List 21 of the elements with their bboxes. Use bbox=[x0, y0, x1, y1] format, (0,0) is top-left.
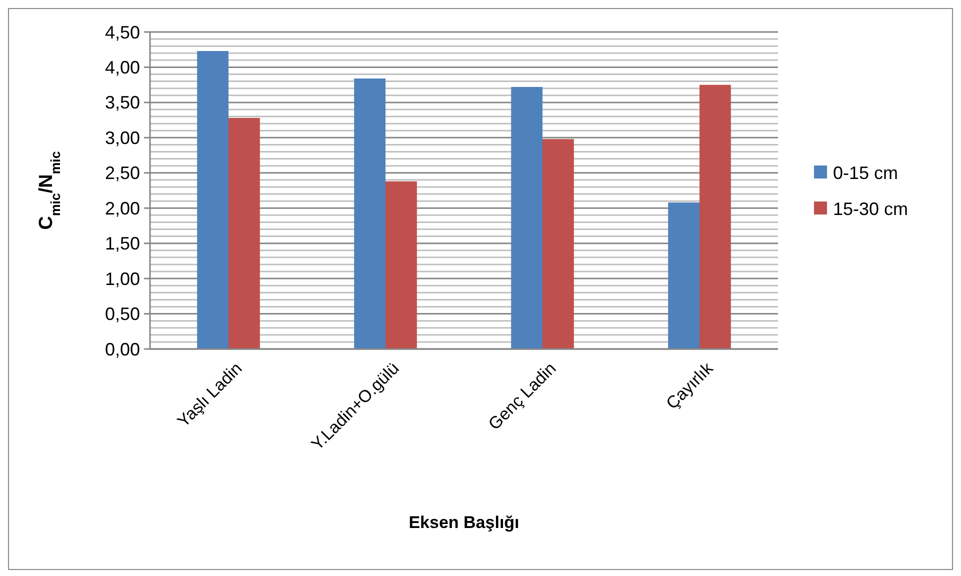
y-tick-label: 3,50 bbox=[104, 92, 140, 113]
bar bbox=[354, 78, 386, 349]
bar bbox=[542, 139, 574, 349]
x-axis-title: Eksen Başlığı bbox=[408, 513, 520, 532]
legend-label: 15-30 cm bbox=[833, 198, 908, 219]
legend-label: 0-15 cm bbox=[833, 162, 898, 183]
y-tick-label: 1,50 bbox=[104, 234, 140, 254]
bar bbox=[511, 86, 542, 349]
y-tick-label: 0,00 bbox=[104, 339, 140, 360]
y-tick-label: 1,00 bbox=[104, 268, 140, 289]
bar bbox=[228, 118, 260, 349]
y-tick-label: 4,00 bbox=[104, 58, 140, 78]
bar bbox=[197, 51, 228, 349]
y-tick-label: 2,00 bbox=[104, 198, 140, 218]
y-tick-label: 0,50 bbox=[104, 304, 140, 324]
bar bbox=[668, 202, 700, 349]
bar bbox=[700, 84, 731, 349]
y-tick-label: 3,00 bbox=[104, 128, 140, 148]
y-tick-label: 4,50 bbox=[104, 22, 140, 42]
y-tick-label: 2,50 bbox=[104, 163, 140, 184]
bar bbox=[386, 181, 417, 349]
